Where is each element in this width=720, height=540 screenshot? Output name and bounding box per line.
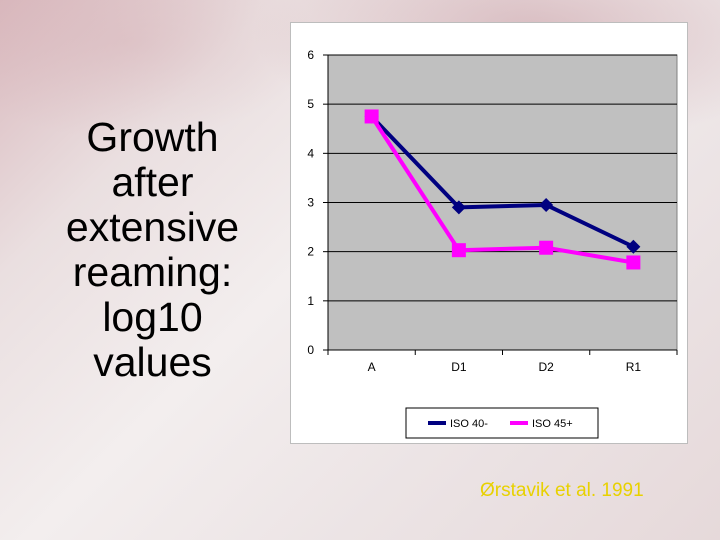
title-line: after xyxy=(111,159,194,205)
citation: Ørstavik et al. 1991 xyxy=(480,480,644,501)
series-line xyxy=(369,115,634,265)
y-tick-label: 3 xyxy=(307,196,314,210)
y-tick-label: 5 xyxy=(307,97,314,111)
y-tick-label: 0 xyxy=(307,343,314,357)
x-tick-label: A xyxy=(368,360,376,374)
legend-label: ISO 45+ xyxy=(532,418,573,430)
background-texture xyxy=(0,0,320,140)
data-point xyxy=(626,255,641,270)
title-line: reaming: xyxy=(72,249,233,295)
data-point xyxy=(451,243,466,258)
title-line: values xyxy=(93,339,212,385)
data-point xyxy=(539,197,554,212)
title-line: extensive xyxy=(65,204,240,250)
x-tick-label: R1 xyxy=(626,360,642,374)
title-line: log10 xyxy=(102,294,203,340)
series-line xyxy=(370,115,635,249)
legend-label: ISO 40- xyxy=(450,418,488,430)
data-point xyxy=(626,239,641,254)
x-tick-label: D1 xyxy=(451,360,467,374)
y-tick-label: 6 xyxy=(307,48,314,62)
x-tick-label: D2 xyxy=(538,360,554,374)
data-point xyxy=(364,109,379,124)
data-point xyxy=(539,240,554,255)
slide-title: Growth after extensive reaming: log10 va… xyxy=(40,115,265,385)
data-point xyxy=(451,200,466,215)
y-tick-label: 2 xyxy=(307,245,314,259)
y-tick-label: 1 xyxy=(307,294,314,308)
title-line: Growth xyxy=(86,114,219,160)
y-tick-label: 4 xyxy=(307,146,314,160)
